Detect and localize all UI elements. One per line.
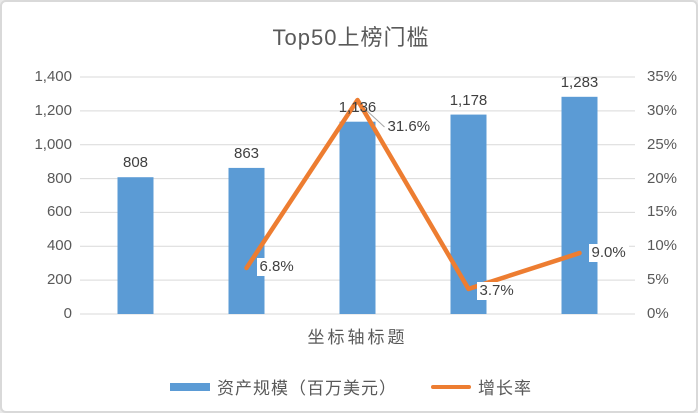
x-axis-title: 坐标轴标题: [307, 328, 408, 347]
bar: [450, 114, 487, 315]
bar-value-label: 863: [233, 144, 260, 162]
line-value-label: 3.7%: [476, 281, 517, 300]
bar: [561, 96, 598, 314]
left-axis-tick: 200: [46, 271, 72, 289]
bar: [228, 167, 265, 314]
right-axis-tick: 15%: [647, 203, 678, 221]
bar: [339, 121, 376, 314]
line-value-label: 9.0%: [588, 244, 629, 263]
left-axis-tick: 800: [46, 169, 72, 187]
left-axis-tick: 1,200: [34, 101, 72, 119]
right-axis-tick: 0%: [647, 305, 669, 322]
growth-rate-line: [244, 97, 582, 292]
legend-item-growth: 增长率: [431, 374, 532, 399]
chart-title: Top50上榜门槛: [272, 25, 430, 50]
legend-label-growth: 增长率: [478, 379, 532, 398]
bar-value-label: 808: [122, 154, 149, 172]
bar-value-label: 1,178: [449, 91, 488, 109]
right-axis-tick: 35%: [647, 68, 678, 85]
line-series-swatch-icon: [431, 384, 471, 389]
line-value-label: 6.8%: [256, 257, 297, 276]
bar-value-label: 1,136: [338, 98, 377, 116]
right-axis-tick: 10%: [647, 237, 678, 255]
bar-value-label: 1,283: [560, 73, 599, 91]
left-axis-tick: 0: [63, 305, 72, 322]
line-value-label: 31.6%: [384, 118, 434, 137]
left-axis-tick: 600: [46, 203, 72, 221]
right-axis-tick: 25%: [647, 135, 678, 153]
left-axis-tick: 1,000: [34, 135, 72, 153]
right-axis-tick: 30%: [647, 101, 678, 119]
bar: [117, 177, 154, 314]
legend: 资产规模（百万美元） 增长率: [2, 374, 696, 399]
right-axis-tick: 20%: [647, 169, 678, 187]
left-axis-tick: 400: [46, 237, 72, 255]
legend-item-assets: 资产规模（百万美元）: [170, 374, 397, 399]
right-axis-tick: 5%: [647, 271, 669, 289]
left-axis-tick: 1,400: [34, 68, 72, 85]
legend-label-assets: 资产规模（百万美元）: [217, 379, 397, 398]
bar-series-swatch-icon: [170, 382, 210, 391]
